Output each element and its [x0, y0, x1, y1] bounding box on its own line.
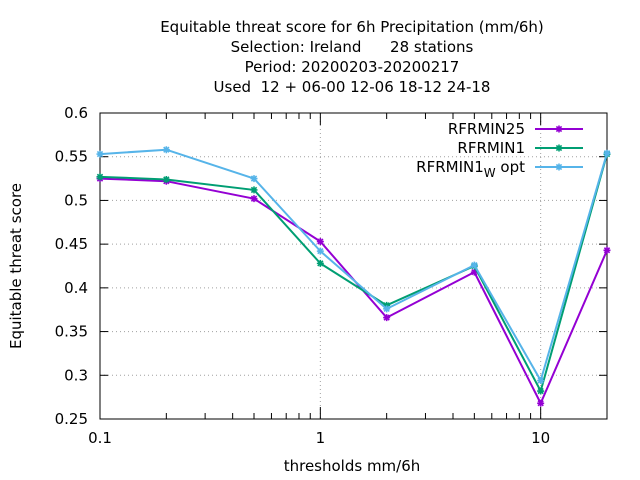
legend-label: RFRMIN1W opt: [416, 158, 525, 180]
y-tick-label: 0.55: [55, 148, 88, 166]
data-point: [316, 247, 324, 255]
y-tick-label: 0.6: [64, 104, 88, 122]
title-line-1: Equitable threat score for 6h Precipitat…: [160, 18, 544, 36]
series: [96, 146, 611, 407]
x-tick-label: 0.1: [88, 429, 112, 447]
y-tick-label: 0.5: [64, 191, 88, 209]
y-tick-label: 0.25: [55, 410, 88, 428]
legend-marker: [555, 163, 563, 171]
legend-label: RFRMIN1: [457, 139, 525, 157]
series-line: [99, 148, 608, 382]
data-point: [316, 238, 324, 246]
legend-marker: [555, 125, 563, 133]
title-line-2: Selection: Ireland 28 stations: [231, 38, 474, 56]
axis-ticks: [99, 112, 607, 420]
data-point: [537, 377, 545, 385]
data-point: [603, 149, 611, 157]
data-point: [162, 146, 170, 154]
data-point: [537, 387, 545, 395]
x-tick-label: 1: [316, 429, 326, 447]
data-point: [603, 246, 611, 254]
legend-entry-1: RFRMIN25: [448, 120, 583, 138]
x-tick-label: 10: [531, 429, 550, 447]
data-point: [470, 268, 478, 276]
data-point: [96, 173, 104, 181]
title-line-4: Used 12 + 06-00 12-06 18-12 24-18: [214, 78, 491, 96]
tick-labels: 0.25 0.3 0.35 0.4 0.45 0.5 0.55 0.6 0.1 1 10: [55, 104, 551, 447]
y-tick-label: 0.4: [64, 279, 88, 297]
data-point: [537, 399, 545, 407]
data-point: [383, 305, 391, 313]
legend-label: RFRMIN25: [448, 120, 525, 138]
series-1: [96, 175, 611, 407]
y-axis-label: Equitable threat score: [7, 183, 25, 349]
data-point: [162, 175, 170, 183]
x-axis-label: thresholds mm/6h: [284, 457, 421, 475]
data-point: [250, 175, 258, 183]
legend-entry-3: RFRMIN1W opt: [416, 158, 583, 180]
data-point: [250, 195, 258, 203]
legend-marker: [555, 144, 563, 152]
plot-frame: [99, 112, 608, 420]
series-3: [96, 146, 611, 385]
series-line: [99, 153, 608, 393]
chart-title: Equitable threat score for 6h Precipitat…: [160, 18, 544, 96]
data-point: [250, 186, 258, 194]
title-line-3: Period: 20200203-20200217: [245, 58, 460, 76]
series-2: [96, 150, 611, 395]
series-line: [99, 177, 608, 405]
data-point: [470, 261, 478, 269]
data-point: [316, 259, 324, 267]
y-tick-label: 0.35: [55, 323, 88, 341]
legend-entry-2: RFRMIN1: [457, 139, 583, 157]
data-point: [96, 150, 104, 158]
y-tick-label: 0.45: [55, 235, 88, 253]
data-point: [383, 314, 391, 322]
y-tick-label: 0.3: [64, 366, 88, 384]
